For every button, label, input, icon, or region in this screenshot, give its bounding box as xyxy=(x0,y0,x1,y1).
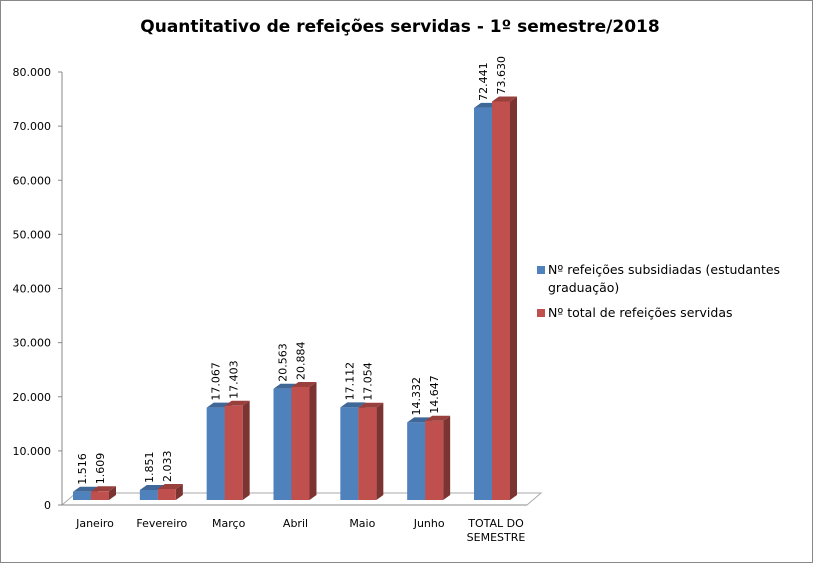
data-label: 17.403 xyxy=(228,360,241,399)
x-tick-label: Abril xyxy=(283,517,308,530)
bar-top xyxy=(91,486,116,492)
bar xyxy=(206,407,225,500)
y-tick-label: 20.000 xyxy=(13,391,52,404)
bar-top xyxy=(224,400,250,406)
y-tick-label: 80.000 xyxy=(13,66,52,79)
data-label: 20.884 xyxy=(295,341,308,380)
bar-side xyxy=(443,415,451,500)
legend-swatch xyxy=(537,309,545,317)
bar xyxy=(91,491,109,500)
bar xyxy=(139,489,158,500)
x-tick-label: Fevereiro xyxy=(136,517,187,530)
bar-top xyxy=(425,415,451,421)
data-label: 2.033 xyxy=(161,450,174,482)
y-tick-label: 50.000 xyxy=(13,228,52,241)
data-label: 1.609 xyxy=(94,453,107,485)
data-label: 1.851 xyxy=(143,451,156,483)
bar xyxy=(73,491,91,500)
y-tick-label: 10.000 xyxy=(13,445,52,458)
data-label: 14.332 xyxy=(410,377,423,416)
y-tick-label: 60.000 xyxy=(13,174,52,187)
x-tick-label: Junho xyxy=(413,517,445,530)
bar-side xyxy=(242,400,250,500)
y-tick-label: 0 xyxy=(44,499,51,512)
x-tick-label: Maio xyxy=(349,517,375,530)
data-label: 17.054 xyxy=(361,362,374,401)
bar-top xyxy=(492,96,517,102)
x-tick-label: Janeiro xyxy=(75,517,114,530)
legend-swatch xyxy=(537,266,545,274)
bar xyxy=(224,405,243,500)
bar xyxy=(492,101,510,500)
x-tick-label: Março xyxy=(212,517,246,530)
bar-top xyxy=(157,483,183,489)
bar-side xyxy=(376,402,384,500)
data-label: 20.563 xyxy=(277,343,290,382)
bar xyxy=(157,488,176,500)
data-label: 72.441 xyxy=(477,62,490,101)
bar-side xyxy=(175,483,183,500)
bar xyxy=(273,388,292,500)
data-label: 1.516 xyxy=(76,453,89,485)
bar-top xyxy=(340,402,366,408)
data-label: 73.630 xyxy=(495,56,508,95)
legend-label: graduação) xyxy=(548,280,619,295)
bar xyxy=(358,407,377,500)
data-label: 17.067 xyxy=(210,362,223,401)
bar-top xyxy=(291,381,317,387)
bar xyxy=(474,107,492,500)
y-tick-label: 70.000 xyxy=(13,120,52,133)
bar-side xyxy=(109,486,116,500)
bar xyxy=(407,422,426,500)
legend-label: Nº total de refeições servidas xyxy=(548,305,733,320)
x-tick-label: SEMESTRE xyxy=(467,531,526,544)
bar-top xyxy=(358,402,384,408)
bar xyxy=(340,407,359,500)
y-tick-label: 40.000 xyxy=(13,283,52,296)
legend-label: Nº refeições subsidiadas (estudantes xyxy=(548,262,780,277)
bar-side xyxy=(309,381,317,500)
chart-title: Quantitativo de refeições servidas - 1º … xyxy=(140,17,659,37)
bar-side xyxy=(510,96,517,500)
bar-top xyxy=(73,486,98,492)
data-label: 14.647 xyxy=(428,375,441,414)
bar xyxy=(425,420,444,500)
data-label: 17.112 xyxy=(343,362,356,401)
y-tick-label: 30.000 xyxy=(13,337,52,350)
bar xyxy=(291,386,310,500)
x-tick-label: TOTAL DO xyxy=(467,517,524,530)
